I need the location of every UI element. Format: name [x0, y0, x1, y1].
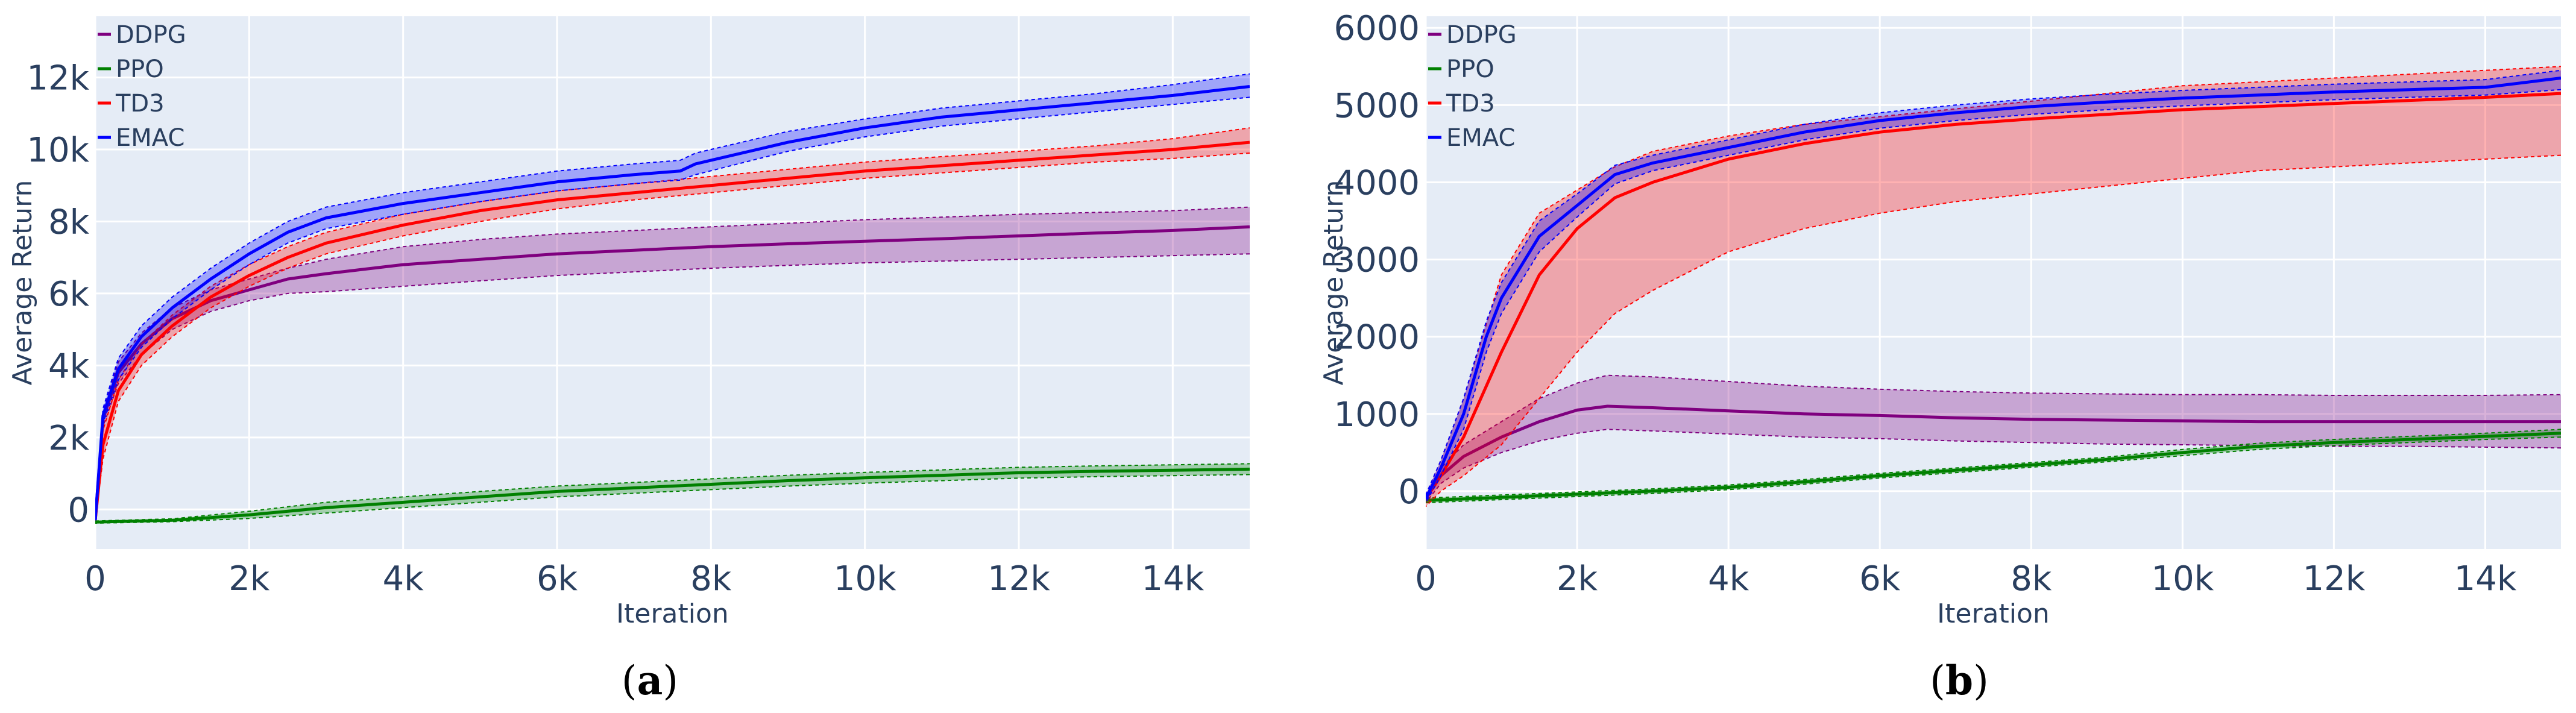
ddpg-line — [95, 225, 1250, 521]
y-tick-label: 6000 — [1334, 9, 1420, 48]
legend-label-td3: TD3 — [115, 90, 165, 118]
td3-upper-bound — [1426, 66, 2561, 495]
panel-caption: (a) — [622, 657, 678, 704]
legend-label-ppo: PPO — [1446, 55, 1494, 83]
chart-panel-2: 0 2k 4k 6k 8k 10k 12k 14k 0 1000 2000 3000 4000 5000 6… — [1318, 9, 2561, 704]
legend-label-emac: EMAC — [116, 124, 184, 152]
x-tick-label: 2k — [1557, 559, 1598, 598]
ddpg-lower-bound — [95, 253, 1250, 521]
emac-band — [95, 74, 1250, 521]
chart-panel-1: 0 2k 4k 6k 8k 10k 12k 14k 0 2k 4k 6k 8k 10k 12k Iterati… — [7, 16, 1250, 704]
ddpg-upper-bound — [95, 206, 1250, 521]
y-tick-label: 0 — [68, 491, 89, 530]
td3-band — [95, 128, 1250, 521]
y-axis-label: Average Return — [1318, 180, 1349, 386]
y-tick-label: 12k — [27, 59, 89, 98]
td3-lower-bound — [1426, 154, 2561, 507]
ppo-band — [1426, 429, 2561, 503]
legend: DDPG PPO TD3 EMAC — [98, 21, 186, 152]
y-tick-label: 2000 — [1334, 318, 1420, 357]
ppo-line — [1426, 432, 2561, 502]
x-tick-label: 10k — [2151, 559, 2214, 598]
series-layer — [1426, 66, 2561, 507]
x-tick-label: 4k — [383, 559, 424, 598]
ddpg-line — [1426, 404, 2561, 500]
ppo-band — [95, 463, 1250, 523]
x-tick-label: 4k — [1708, 559, 1749, 598]
legend-label-ddpg: DDPG — [1446, 21, 1517, 49]
series-layer — [95, 73, 1250, 524]
y-tick-label: 5000 — [1334, 86, 1420, 125]
legend-label-td3: TD3 — [1446, 90, 1495, 118]
x-tick-label: 6k — [537, 559, 578, 598]
ppo-line — [95, 467, 1250, 524]
panel-caption: (b) — [1930, 657, 1989, 704]
td3-line — [1426, 92, 2561, 500]
ddpg-band — [1426, 375, 2561, 503]
emac-lower-bound — [95, 96, 1250, 521]
x-axis-label: Iteration — [1937, 598, 2050, 629]
legend: DDPG PPO TD3 EMAC — [1428, 21, 1517, 152]
y-tick-label: 10k — [27, 131, 89, 170]
x-tick-label: 2k — [228, 559, 270, 598]
y-tick-label: 4k — [48, 347, 90, 386]
emac-line — [1426, 77, 2561, 500]
y-tick-label: 3000 — [1334, 241, 1420, 280]
ppo-lower-bound — [95, 474, 1250, 524]
x-tick-label: 12k — [987, 559, 1050, 598]
ddpg-upper-bound — [1426, 374, 2561, 495]
td3-band — [1426, 66, 2561, 507]
x-tick-label: 0 — [1415, 559, 1437, 598]
x-tick-label: 8k — [2011, 559, 2052, 598]
x-tick-label: 10k — [834, 559, 896, 598]
x-tick-label: 8k — [690, 559, 732, 598]
td3-line — [95, 140, 1250, 521]
y-axis-label: Average Return — [7, 180, 38, 386]
td3-lower-bound — [95, 152, 1250, 521]
ddpg-band — [95, 207, 1250, 521]
y-tick-label: 2k — [48, 419, 90, 458]
legend-label-ppo: PPO — [116, 55, 164, 83]
x-axis-label: Iteration — [616, 598, 729, 629]
legend-label-ddpg: DDPG — [116, 21, 186, 49]
ppo-upper-bound — [95, 463, 1250, 522]
legend-label-emac: EMAC — [1446, 124, 1515, 152]
x-tick-label: 14k — [1141, 559, 1204, 598]
y-tick-label: 6k — [48, 275, 90, 314]
emac-lower-bound — [1426, 89, 2561, 503]
emac-upper-bound — [95, 73, 1250, 521]
x-tick-label: 12k — [2303, 559, 2366, 598]
y-tick-label: 4000 — [1334, 163, 1420, 203]
td3-upper-bound — [95, 127, 1250, 521]
y-tick-label: 0 — [1398, 473, 1420, 512]
emac-line — [95, 85, 1250, 521]
x-tick-label: 14k — [2454, 559, 2517, 598]
x-tick-label: 6k — [1859, 559, 1901, 598]
x-tick-label: 0 — [84, 559, 106, 598]
y-tick-label: 1000 — [1334, 395, 1420, 435]
emac-upper-bound — [1426, 69, 2561, 495]
y-tick-label: 8k — [48, 203, 90, 242]
